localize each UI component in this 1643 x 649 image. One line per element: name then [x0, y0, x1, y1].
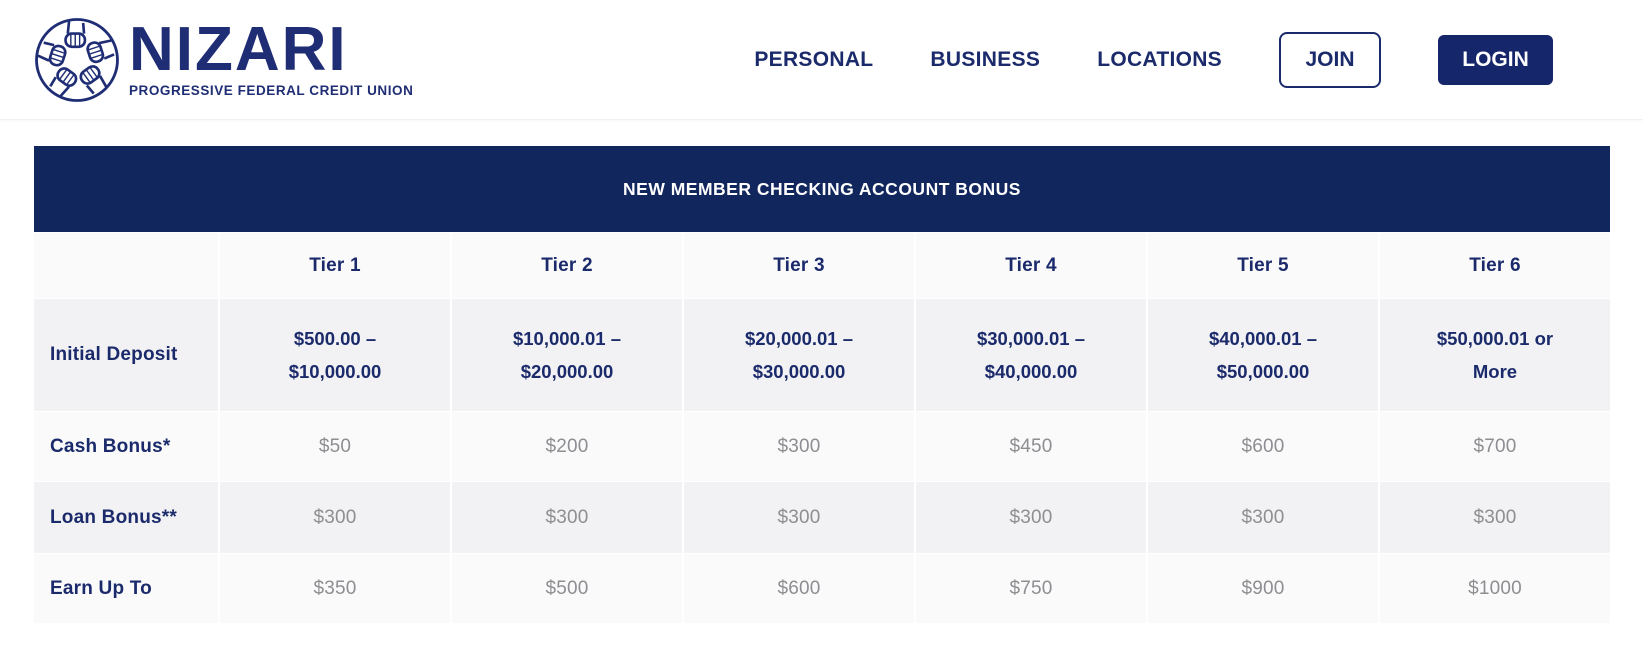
earn-up-to-tier5-value: $900 — [1241, 577, 1285, 599]
row-label-cash-bonus: Cash Bonus* — [50, 435, 171, 457]
nav-item-locations[interactable]: LOCATIONS — [1097, 47, 1222, 71]
row-label-initial-deposit: Initial Deposit — [50, 344, 178, 365]
nav-item-personal[interactable]: PERSONAL — [754, 47, 874, 71]
row-label-earn-up-to: Earn Up To — [50, 577, 152, 599]
login-button[interactable]: LOGIN — [1438, 34, 1553, 85]
tier-header-row: Tier 1 Tier 2 Tier 3 Tier 4 Tier 5 Tier … — [34, 232, 1610, 298]
loan-bonus-tier6-value: $300 — [1473, 506, 1517, 528]
bonus-table-title: NEW MEMBER CHECKING ACCOUNT BONUS — [623, 178, 1021, 199]
row-label-loan-bonus: Loan Bonus** — [50, 506, 177, 528]
tier-2-header: Tier 2 — [541, 254, 593, 276]
initial-deposit-tier2-cell: $10,000.01 – $20,000.00 — [450, 299, 682, 411]
initial-deposit-tier3-cell: $20,000.01 – $30,000.00 — [682, 299, 914, 411]
earn-up-to-tier6-value: $1000 — [1468, 577, 1522, 599]
loan-bonus-tier3-value: $300 — [777, 506, 821, 528]
loan-bonus-tier5-value: $300 — [1241, 506, 1285, 528]
join-button[interactable]: JOIN — [1279, 31, 1381, 88]
initial-deposit-tier5-cell: $40,000.01 – $50,000.00 — [1146, 299, 1378, 411]
earn-up-to-tier2-value: $500 — [545, 577, 589, 599]
table-row-cash-bonus: Cash Bonus* $50 $200 $300 $450 $600 $700 — [34, 411, 1610, 481]
initial-deposit-tier1-cell: $500.00 – $10,000.00 — [218, 299, 450, 411]
site-header: NIZARI PROGRESSIVE FEDERAL CREDIT UNION … — [0, 0, 1643, 120]
bonus-table-banner: NEW MEMBER CHECKING ACCOUNT BONUS — [34, 146, 1610, 232]
loan-bonus-tier4-value: $300 — [1009, 506, 1053, 528]
cash-bonus-tier6-value: $700 — [1473, 435, 1517, 457]
cash-bonus-tier5-value: $600 — [1241, 435, 1285, 457]
cash-bonus-tier1-value: $50 — [318, 435, 352, 457]
initial-deposit-tier6-cell: $50,000.01 or More — [1378, 299, 1610, 411]
brand-logo-link[interactable]: NIZARI PROGRESSIVE FEDERAL CREDIT UNION — [33, 16, 413, 104]
hands-circle-icon — [35, 17, 119, 102]
loan-bonus-tier1-value: $300 — [313, 506, 357, 528]
initial-deposit-tier4-cell: $30,000.01 – $40,000.00 — [914, 299, 1146, 411]
tier-header-empty-cell — [34, 233, 218, 298]
brand-name: NIZARI — [129, 15, 348, 85]
main-nav: PERSONAL BUSINESS LOCATIONS JOIN LOGIN — [754, 31, 1553, 88]
nav-item-business[interactable]: BUSINESS — [930, 47, 1041, 71]
table-row-initial-deposit: Initial Deposit $500.00 – $10,000.00 $10… — [34, 298, 1610, 411]
tier-4-header: Tier 4 — [1005, 254, 1057, 276]
earn-up-to-tier1-value: $350 — [313, 577, 357, 599]
table-row-loan-bonus: Loan Bonus** $300 $300 $300 $300 $300 $3… — [34, 481, 1610, 553]
brand-tagline: PROGRESSIVE FEDERAL CREDIT UNION — [129, 82, 414, 98]
tier-3-header: Tier 3 — [773, 254, 825, 276]
cash-bonus-tier2-value: $200 — [545, 435, 589, 457]
brand-text: NIZARI PROGRESSIVE FEDERAL CREDIT UNION — [129, 15, 414, 98]
bonus-table: NEW MEMBER CHECKING ACCOUNT BONUS Tier 1… — [34, 146, 1610, 623]
tier-6-header: Tier 6 — [1469, 254, 1521, 276]
earn-up-to-tier3-value: $600 — [777, 577, 821, 599]
table-row-earn-up-to: Earn Up To $350 $500 $600 $750 $900 $100… — [34, 553, 1610, 623]
loan-bonus-tier2-value: $300 — [545, 506, 589, 528]
earn-up-to-tier4-value: $750 — [1009, 577, 1053, 599]
tier-1-header: Tier 1 — [309, 254, 361, 276]
cash-bonus-tier3-value: $300 — [777, 435, 821, 457]
tier-5-header: Tier 5 — [1237, 254, 1289, 276]
cash-bonus-tier4-value: $450 — [1009, 435, 1053, 457]
